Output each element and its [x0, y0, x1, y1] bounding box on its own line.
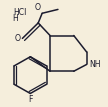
Text: F: F	[28, 95, 33, 104]
Text: O: O	[14, 34, 21, 43]
Text: H: H	[12, 14, 18, 23]
Text: HCl: HCl	[13, 8, 26, 17]
Text: NH: NH	[89, 60, 100, 69]
Text: O: O	[35, 3, 41, 12]
